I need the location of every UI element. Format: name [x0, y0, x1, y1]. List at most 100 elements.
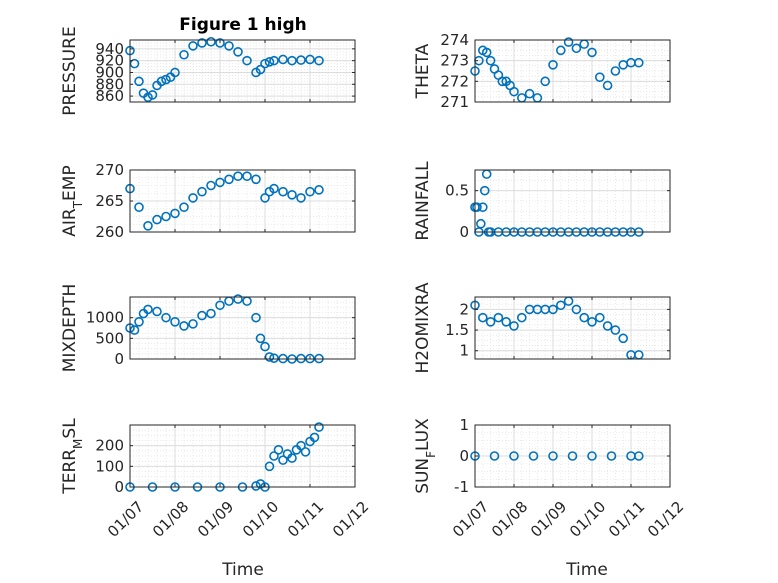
y-tick-label: 270 — [95, 161, 124, 179]
data-point — [264, 57, 275, 67]
data-point — [206, 36, 216, 47]
data-point — [264, 461, 275, 472]
y-tick-label: 900 — [95, 63, 124, 81]
x-tick-label: 01/10 — [566, 498, 609, 541]
data-point — [206, 180, 216, 191]
data-point — [579, 312, 590, 323]
y-tick-label: 265 — [95, 192, 124, 210]
data-point — [134, 202, 144, 212]
data-point — [493, 312, 504, 323]
data-point — [224, 174, 234, 185]
y-tick-label: -1 — [454, 478, 469, 496]
data-point — [610, 325, 621, 335]
data-point — [602, 80, 613, 91]
data-point — [251, 481, 261, 491]
data-point — [197, 186, 207, 197]
data-point — [233, 47, 243, 57]
data-point — [587, 451, 597, 461]
x-tick-label: 01/08 — [488, 498, 531, 541]
data-point — [233, 171, 243, 181]
y-tick-label: 200 — [95, 437, 124, 455]
data-point — [296, 55, 306, 65]
axes-frame — [474, 296, 671, 360]
data-point — [485, 55, 496, 66]
y-tick-label: 271 — [440, 93, 469, 111]
data-point — [260, 193, 270, 203]
data-point — [555, 300, 566, 311]
data-point — [314, 185, 324, 195]
data-point — [242, 171, 252, 181]
data-point — [587, 47, 597, 58]
axes-frame — [129, 39, 356, 103]
y-tick-label: 880 — [95, 75, 124, 93]
data-point — [152, 306, 162, 317]
y-tick-label: 1 — [459, 416, 469, 434]
data-point — [170, 67, 180, 78]
y-tick-label: 0 — [114, 478, 124, 496]
data-point — [633, 57, 644, 68]
y-tick-label: 0.5 — [445, 182, 469, 200]
data-point — [618, 333, 629, 344]
data-point — [188, 41, 198, 51]
data-point — [479, 185, 490, 196]
data-point — [477, 312, 488, 323]
data-point — [269, 183, 279, 194]
data-point — [269, 353, 279, 363]
data-point — [251, 312, 261, 323]
x-tick-label: 01/07 — [104, 498, 147, 541]
data-point — [509, 451, 519, 461]
data-point — [567, 451, 578, 461]
y-axis-label: PRESSURE — [60, 26, 80, 115]
data-point — [287, 190, 297, 200]
data-point — [477, 202, 488, 212]
data-point — [610, 66, 621, 76]
x-tick-label: 01/12 — [329, 498, 372, 541]
data-point — [509, 321, 519, 331]
y-axis-label: MIXDEPTH — [60, 284, 80, 373]
y-tick-label: 940 — [95, 40, 124, 58]
data-point — [287, 55, 297, 66]
data-point — [197, 38, 207, 48]
data-point — [594, 72, 605, 82]
data-point — [528, 451, 539, 461]
data-point — [179, 202, 189, 212]
data-point — [501, 316, 512, 327]
data-point — [481, 47, 492, 58]
x-axis-label-right: Time — [565, 560, 608, 580]
data-point — [143, 221, 153, 231]
data-point — [278, 455, 288, 465]
x-tick-label: 01/09 — [527, 498, 570, 541]
data-point — [134, 316, 144, 327]
data-point — [563, 37, 574, 47]
data-point — [215, 38, 225, 48]
data-point — [273, 444, 284, 455]
y-axis-label: AIRTEMP — [60, 165, 85, 236]
y-tick-label: 274 — [440, 31, 469, 49]
data-point — [548, 304, 558, 315]
data-point — [314, 55, 324, 66]
y-tick-label: 1.5 — [445, 321, 469, 339]
data-point — [255, 64, 266, 75]
x-tick-label: 01/07 — [449, 498, 492, 541]
data-point — [278, 54, 288, 65]
data-point — [296, 440, 306, 451]
data-point — [188, 319, 198, 329]
data-point — [485, 316, 496, 327]
data-point — [179, 321, 189, 331]
y-tick-label: 1000 — [86, 309, 124, 327]
data-point — [555, 45, 566, 56]
subplot-5: 0 500 1000 MIXDEPTH — [60, 284, 356, 373]
figure-title: Figure 1 high — [179, 15, 307, 35]
x-tick-label: 01/11 — [605, 498, 648, 541]
data-point — [255, 333, 266, 344]
data-point — [296, 193, 306, 203]
data-point — [472, 202, 482, 212]
data-point — [497, 76, 508, 87]
data-point — [224, 41, 234, 51]
y-axis-label: H2OMIXRA — [413, 282, 433, 373]
data-point — [309, 432, 320, 443]
data-point — [606, 451, 617, 461]
data-point — [251, 174, 261, 185]
